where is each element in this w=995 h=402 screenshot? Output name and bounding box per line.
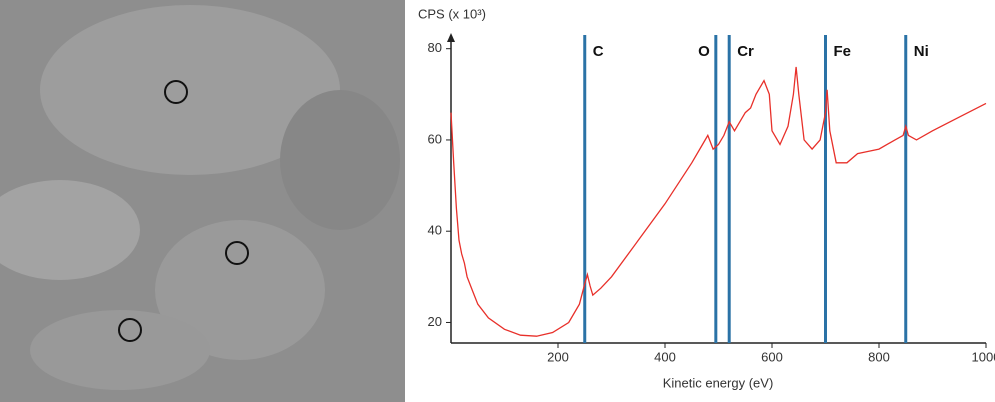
y-tick-label: 20 (428, 314, 442, 329)
x-axis-label: Kinetic energy (eV) (663, 375, 774, 390)
x-tick-label: 800 (868, 349, 890, 364)
y-tick-label: 40 (428, 223, 442, 238)
element-label: Fe (834, 43, 852, 60)
element-label: C (593, 43, 604, 60)
x-tick-label: 400 (654, 349, 676, 364)
x-tick-label: 200 (547, 349, 569, 364)
element-label: Cr (737, 43, 754, 60)
y-axis-arrow (447, 33, 455, 42)
x-tick-label: 1000 (972, 349, 995, 364)
element-label: O (698, 43, 710, 60)
element-label: Ni (914, 43, 929, 60)
y-tick-label: 60 (428, 131, 442, 146)
spectrum-line (450, 66, 987, 337)
x-tick-label: 600 (761, 349, 783, 364)
y-axis-label: CPS (x 10³) (418, 6, 486, 21)
y-tick-label: 80 (428, 40, 442, 55)
sem-image (0, 0, 405, 402)
